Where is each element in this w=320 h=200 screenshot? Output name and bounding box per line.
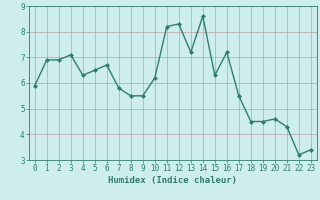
X-axis label: Humidex (Indice chaleur): Humidex (Indice chaleur): [108, 176, 237, 185]
